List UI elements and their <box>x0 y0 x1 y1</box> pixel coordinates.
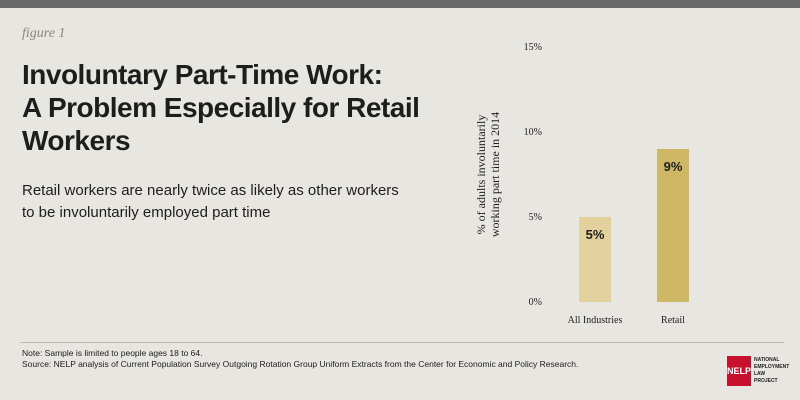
y-axis: 0% 5% 10% 15% <box>524 42 542 308</box>
y-tick-label: 10% <box>524 127 542 138</box>
bar-retail <box>657 149 689 302</box>
title-line-2: A Problem Especially for Retail <box>22 92 420 123</box>
y-tick-label: 0% <box>529 297 542 308</box>
logo-line-2: EMPLOYMENT <box>754 364 790 370</box>
x-tick-label: All Industries <box>568 315 623 326</box>
footer-notes: Note: Sample is limited to people ages 1… <box>22 348 702 370</box>
subtitle-line-1: Retail workers are nearly twice as likel… <box>22 182 399 199</box>
bar-all-industries <box>579 217 611 302</box>
source-text: Source: NELP analysis of Current Populat… <box>22 359 579 369</box>
logo-line-4: PROJECT <box>754 378 778 384</box>
nelp-logo: NELP NATIONAL EMPLOYMENT LAW PROJECT <box>727 356 789 386</box>
logo-mark: NELP <box>727 356 751 386</box>
subtitle-line-2: to be involuntarily employed part time <box>22 204 271 221</box>
y-tick-label: 5% <box>529 212 542 223</box>
data-label: 9% <box>664 159 683 174</box>
footer-divider <box>20 342 784 343</box>
chart-title: Involuntary Part-Time Work: A Problem Es… <box>22 58 422 157</box>
top-bar <box>0 0 800 8</box>
logo-wordmark: NATIONAL EMPLOYMENT LAW PROJECT <box>754 357 790 385</box>
logo-line-1: NATIONAL <box>754 357 780 363</box>
y-axis-label-line: % of adults involuntarily <box>474 115 488 235</box>
logo-line-3: LAW <box>754 371 766 377</box>
bars: 5% All Industries 9% Retail <box>568 149 689 326</box>
y-axis-label: % of adults involuntarily working part ti… <box>474 112 502 237</box>
y-tick-label: 15% <box>524 42 542 53</box>
title-line-1: Involuntary Part-Time Work: <box>22 59 383 90</box>
chart-subtitle: Retail workers are nearly twice as likel… <box>22 180 422 224</box>
figure-label: figure 1 <box>22 26 66 41</box>
title-line-3: Workers <box>22 125 131 156</box>
note-text: Note: Sample is limited to people ages 1… <box>22 348 203 358</box>
y-axis-label-line: working part time in 2014 <box>488 112 502 237</box>
data-label: 5% <box>586 227 605 242</box>
x-tick-label: Retail <box>661 315 685 326</box>
